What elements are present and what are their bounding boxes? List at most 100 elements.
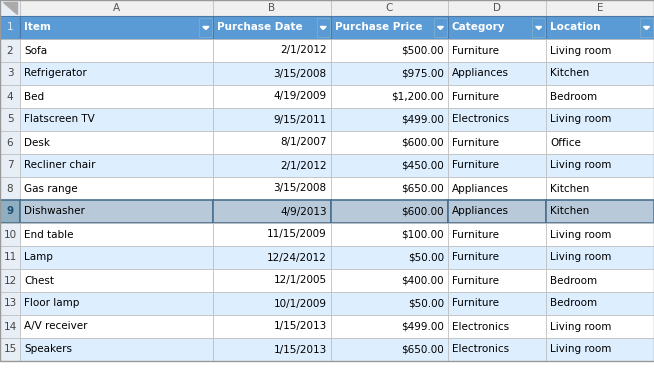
Bar <box>0 223 20 246</box>
Bar <box>331 154 448 177</box>
Bar <box>331 39 448 62</box>
Text: 2/1/2012: 2/1/2012 <box>280 160 326 170</box>
Bar <box>331 177 448 200</box>
Text: $499.00: $499.00 <box>401 115 444 125</box>
Bar <box>20 292 213 315</box>
Text: 9: 9 <box>7 207 14 216</box>
Bar <box>0 131 20 154</box>
Text: Appliances: Appliances <box>452 184 509 194</box>
Bar <box>546 85 654 108</box>
Bar <box>546 16 654 39</box>
Text: Floor lamp: Floor lamp <box>24 298 79 308</box>
Text: E: E <box>597 3 604 13</box>
Text: Gas range: Gas range <box>24 184 78 194</box>
Bar <box>546 315 654 338</box>
Text: Furniture: Furniture <box>452 46 499 56</box>
Text: Office: Office <box>550 138 581 147</box>
Bar <box>448 108 546 131</box>
Text: Electronics: Electronics <box>452 115 509 125</box>
Text: B: B <box>268 3 275 13</box>
Text: $450.00: $450.00 <box>401 160 444 170</box>
Text: Kitchen: Kitchen <box>550 207 589 216</box>
Text: $975.00: $975.00 <box>401 69 444 78</box>
Text: Recliner chair: Recliner chair <box>24 160 95 170</box>
Text: Furniture: Furniture <box>452 298 499 308</box>
Bar <box>213 292 331 315</box>
Text: $600.00: $600.00 <box>402 138 444 147</box>
Text: Living room: Living room <box>550 345 611 354</box>
Bar <box>0 315 20 338</box>
Bar <box>20 269 213 292</box>
Text: Dishwasher: Dishwasher <box>24 207 85 216</box>
Text: End table: End table <box>24 229 73 239</box>
Polygon shape <box>3 2 17 13</box>
Text: Living room: Living room <box>550 253 611 263</box>
Bar <box>213 338 331 361</box>
Text: 10/1/2009: 10/1/2009 <box>273 298 326 308</box>
Bar <box>20 246 213 269</box>
Text: Kitchen: Kitchen <box>550 69 589 78</box>
Text: Purchase Price: Purchase Price <box>335 22 422 32</box>
Bar <box>448 246 546 269</box>
Bar <box>0 16 20 39</box>
Bar <box>331 200 448 223</box>
Text: 3: 3 <box>7 69 13 78</box>
Text: 6: 6 <box>7 138 13 147</box>
Bar <box>546 39 654 62</box>
Text: $50.00: $50.00 <box>408 298 444 308</box>
Text: Bed: Bed <box>24 91 44 101</box>
Bar <box>546 62 654 85</box>
Polygon shape <box>644 26 649 29</box>
Bar <box>213 39 331 62</box>
Text: 15: 15 <box>3 345 16 354</box>
Bar <box>0 200 20 223</box>
Bar <box>213 131 331 154</box>
Bar <box>331 338 448 361</box>
Text: Appliances: Appliances <box>452 207 509 216</box>
Text: Location: Location <box>550 22 601 32</box>
Text: 11: 11 <box>3 253 16 263</box>
Bar <box>20 315 213 338</box>
Text: Item: Item <box>24 22 51 32</box>
Text: $100.00: $100.00 <box>402 229 444 239</box>
Text: A/V receiver: A/V receiver <box>24 322 88 332</box>
Bar <box>20 16 213 39</box>
Bar <box>213 223 331 246</box>
Text: Bedroom: Bedroom <box>550 91 597 101</box>
Bar <box>546 223 654 246</box>
Text: 4/9/2013: 4/9/2013 <box>280 207 326 216</box>
Text: $500.00: $500.00 <box>402 46 444 56</box>
Bar <box>331 292 448 315</box>
Text: 8: 8 <box>7 184 13 194</box>
Bar <box>448 16 546 39</box>
Bar <box>20 177 213 200</box>
Bar <box>640 18 653 37</box>
Bar <box>448 269 546 292</box>
Text: Appliances: Appliances <box>452 69 509 78</box>
Bar <box>20 108 213 131</box>
Text: 3/15/2008: 3/15/2008 <box>273 184 326 194</box>
Bar <box>0 62 20 85</box>
Bar <box>20 39 213 62</box>
Text: Furniture: Furniture <box>452 160 499 170</box>
Polygon shape <box>536 26 542 29</box>
Text: Lamp: Lamp <box>24 253 53 263</box>
Text: 11/15/2009: 11/15/2009 <box>267 229 326 239</box>
Bar <box>0 246 20 269</box>
Bar <box>448 39 546 62</box>
Bar <box>0 269 20 292</box>
Bar <box>0 154 20 177</box>
Bar <box>20 0 213 16</box>
Text: 4/19/2009: 4/19/2009 <box>273 91 326 101</box>
Text: Sofa: Sofa <box>24 46 47 56</box>
Bar <box>20 223 213 246</box>
Bar <box>546 108 654 131</box>
Text: 14: 14 <box>3 322 16 332</box>
Bar <box>331 315 448 338</box>
Polygon shape <box>320 26 326 29</box>
Bar <box>331 269 448 292</box>
Text: Electronics: Electronics <box>452 322 509 332</box>
Bar <box>331 0 448 16</box>
Bar <box>331 16 448 39</box>
Text: 2/1/2012: 2/1/2012 <box>280 46 326 56</box>
